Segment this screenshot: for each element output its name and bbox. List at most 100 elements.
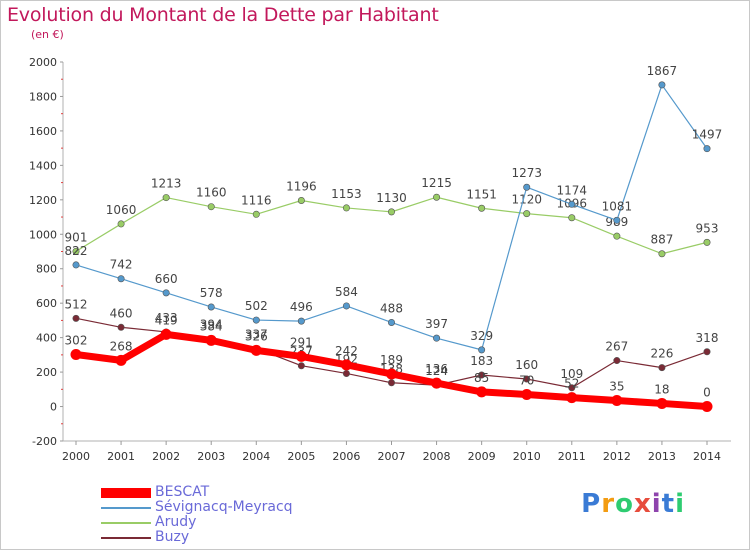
data-label-arudy: 953 [696,221,719,235]
data-point-arudy [72,247,80,255]
data-point-bescat [340,359,352,371]
legend-item-bescat: BESCAT [101,485,293,500]
x-tick-label: 2011 [558,450,586,463]
data-label-buzy: 109 [560,367,583,381]
data-point-arudy [433,193,441,201]
data-point-s-vignacq-meyracq [207,303,215,311]
data-point-arudy [703,238,711,246]
data-point-s-vignacq-meyracq [523,183,531,191]
legend-swatch-buzy [101,536,151,539]
data-point-s-vignacq-meyracq [568,200,576,208]
data-label-arudy: 1151 [466,187,497,201]
brand-letter: i [651,489,662,519]
data-label-s-vignacq-meyracq: 1273 [511,166,542,180]
brand-letter: i [675,489,685,519]
data-label-bescat: 189 [380,353,403,367]
data-point-bescat [566,392,578,404]
data-label-s-vignacq-meyracq: 1867 [647,64,678,78]
data-label-s-vignacq-meyracq: 822 [65,244,88,258]
data-label-arudy: 887 [650,233,673,247]
data-label-s-vignacq-meyracq: 496 [290,300,313,314]
data-point-s-vignacq-meyracq [342,302,350,310]
data-label-arudy: 1213 [151,177,182,191]
data-label-buzy: 124 [425,364,448,378]
x-tick-label: 2003 [197,450,225,463]
data-point-bescat [160,328,172,340]
data-label-s-vignacq-meyracq: 1497 [692,128,723,142]
data-point-s-vignacq-meyracq [387,318,395,326]
legend-swatch-s-vignacq-meyracq [101,506,151,509]
data-label-bescat: 242 [335,344,358,358]
y-tick-label: -200 [32,435,57,448]
data-label-buzy: 433 [155,311,178,325]
x-tick-label: 2001 [107,450,135,463]
y-tick-label: 200 [36,366,57,379]
y-tick-label: 1000 [29,228,57,241]
data-point-bescat [386,368,397,380]
legend-label-bescat: BESCAT [155,484,210,500]
data-point-s-vignacq-meyracq [297,317,305,325]
data-point-arudy [252,210,260,218]
legend-swatch-arudy [101,521,151,524]
data-point-s-vignacq-meyracq [478,346,486,354]
data-point-s-vignacq-meyracq [72,261,80,269]
data-label-s-vignacq-meyracq: 397 [425,317,448,331]
data-point-buzy [478,371,486,379]
x-tick-label: 2000 [62,450,90,463]
legend-item-s-vignacq-meyracq: Sévignacq-Meyracq [101,500,293,515]
data-point-arudy [613,232,621,240]
data-point-s-vignacq-meyracq [613,216,621,224]
y-tick-label: 2000 [29,56,57,69]
data-label-arudy: 1215 [421,176,452,190]
data-label-bescat: 136 [425,362,448,376]
x-tick-label: 2005 [287,450,315,463]
data-label-arudy: 1060 [106,203,137,217]
data-point-arudy [342,204,350,212]
data-point-buzy [703,348,711,356]
data-point-buzy [342,369,350,377]
y-tick-label: 1200 [29,194,57,207]
brand-letter: t [661,489,676,519]
data-label-buzy: 512 [65,297,88,311]
data-label-arudy: 1116 [241,193,272,207]
data-label-s-vignacq-meyracq: 578 [200,286,223,300]
proxiti-logo: Proxiti [581,489,685,519]
data-label-bescat: 326 [245,329,268,343]
data-point-bescat [295,350,307,362]
data-point-bescat [476,386,488,398]
legend-item-arudy: Arudy [101,515,293,530]
data-label-arudy: 1160 [196,186,227,200]
data-label-bescat: 268 [110,339,133,353]
data-label-bescat: 384 [200,319,223,333]
data-point-s-vignacq-meyracq [703,145,711,153]
data-point-s-vignacq-meyracq [658,81,666,89]
data-point-buzy [117,323,125,331]
y-tick-label: 0 [50,401,57,414]
data-label-arudy: 1196 [286,180,317,194]
data-point-buzy [613,357,621,365]
data-point-buzy [568,384,576,392]
data-label-buzy: 183 [470,354,493,368]
x-tick-label: 2002 [152,450,180,463]
data-point-buzy [72,314,80,322]
data-point-bescat [521,388,533,400]
data-point-bescat [70,349,82,361]
legend-label-buzy: Buzy [155,529,190,545]
brand-letter: r [601,489,616,519]
data-label-bescat: 18 [654,382,669,396]
data-point-arudy [207,203,215,211]
data-point-arudy [162,194,170,202]
y-tick-label: 600 [36,297,57,310]
data-point-s-vignacq-meyracq [162,289,170,297]
y-tick-label: 1400 [29,159,57,172]
data-point-bescat [205,334,217,346]
data-point-arudy [387,208,395,216]
data-label-bescat: 70 [519,373,534,387]
y-tick-label: 800 [36,263,57,276]
data-point-bescat [431,377,443,389]
data-point-buzy [297,362,305,370]
data-label-s-vignacq-meyracq: 1174 [557,183,588,197]
data-label-buzy: 337 [245,327,268,341]
data-label-arudy: 901 [65,230,88,244]
